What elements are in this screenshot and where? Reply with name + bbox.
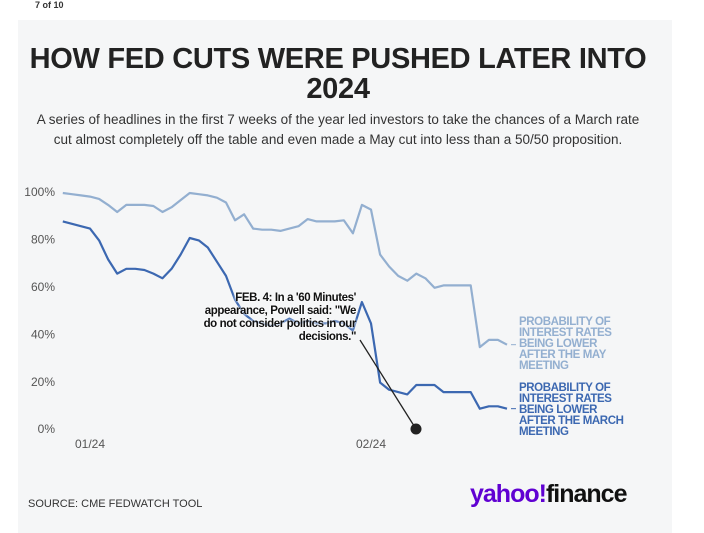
source: SOURCE: CME FEDWATCH TOOL — [28, 498, 203, 510]
y-tick-label: 100% — [24, 185, 55, 199]
legend-entry: PROBABILITY OF INTEREST RATES BEING LOWE… — [519, 316, 612, 372]
chart-title: HOW FED CUTS WERE PUSHED LATER INTO 2024 — [29, 43, 647, 105]
y-tick-label: 0% — [38, 422, 56, 436]
series-line — [62, 220, 508, 410]
legend-entry: PROBABILITY OF INTEREST RATES BEING LOWE… — [519, 382, 624, 438]
y-tick-label: 80% — [31, 233, 55, 247]
x-tick-label: 02/24 — [356, 437, 386, 451]
card — [18, 20, 672, 533]
y-tick-label: 20% — [31, 375, 55, 389]
series-line — [62, 191, 508, 349]
x-tick-label: 01/24 — [75, 437, 105, 451]
page-counter: 7 of 10 — [35, 0, 64, 10]
logo-finance: finance — [545, 480, 628, 508]
annotation: FEB. 4: In a '60 Minutes' appearance, Po… — [203, 292, 357, 343]
y-tick-label: 40% — [31, 327, 55, 341]
chart-subtitle: A series of headlines in the first 7 wee… — [36, 112, 640, 147]
annotation-dot — [410, 423, 422, 435]
y-tick-label: 60% — [31, 280, 55, 294]
annotation-leader — [359, 339, 417, 430]
logo-yahoo: yahoo! — [470, 480, 547, 508]
logo: yahoo!finance — [470, 480, 628, 509]
